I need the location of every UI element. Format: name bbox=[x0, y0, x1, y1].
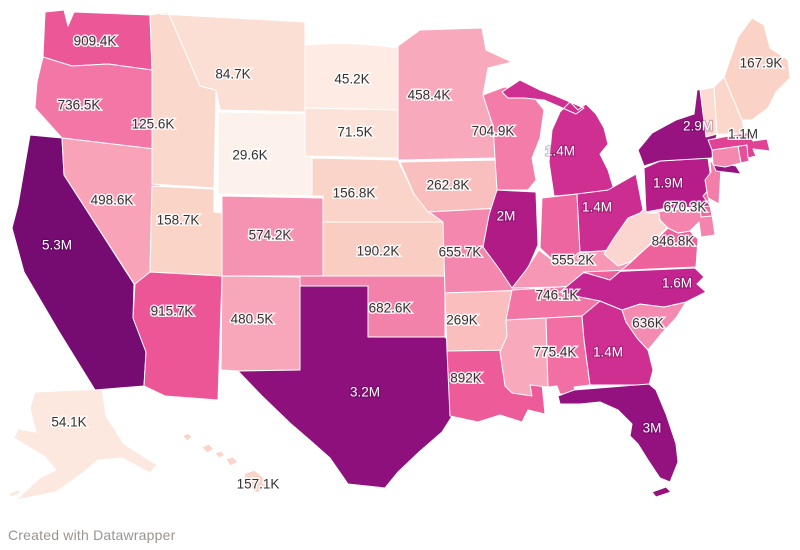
state-arizona[interactable] bbox=[132, 271, 223, 401]
state-minnesota[interactable] bbox=[397, 27, 513, 161]
state-north-dakota[interactable] bbox=[304, 43, 399, 111]
state-south-dakota[interactable] bbox=[304, 107, 399, 159]
state-mississippi[interactable] bbox=[499, 317, 549, 397]
state-west-virginia[interactable] bbox=[603, 205, 669, 267]
state-maine[interactable] bbox=[723, 17, 791, 121]
state-pennsylvania[interactable] bbox=[643, 157, 713, 213]
state-alaska[interactable] bbox=[7, 388, 158, 501]
state-kansas[interactable] bbox=[322, 221, 446, 277]
state-florida[interactable] bbox=[557, 383, 679, 498]
state-colorado[interactable] bbox=[221, 195, 324, 277]
state-massachusetts[interactable] bbox=[707, 131, 771, 159]
state-north-carolina[interactable] bbox=[559, 267, 707, 311]
state-washington[interactable] bbox=[42, 9, 153, 71]
state-oregon[interactable] bbox=[34, 56, 164, 151]
state-wyoming[interactable] bbox=[217, 111, 313, 197]
state-montana[interactable] bbox=[159, 11, 306, 113]
state-texas[interactable] bbox=[237, 285, 457, 489]
state-indiana[interactable] bbox=[539, 193, 581, 265]
state-new-mexico[interactable] bbox=[220, 275, 301, 372]
datawrapper-attribution-link[interactable]: Created with Datawrapper bbox=[8, 527, 176, 543]
state-hawaii[interactable] bbox=[182, 432, 267, 494]
state-new-hampshire[interactable] bbox=[713, 76, 746, 135]
state-utah[interactable] bbox=[149, 185, 223, 277]
state-michigan[interactable] bbox=[501, 79, 615, 197]
